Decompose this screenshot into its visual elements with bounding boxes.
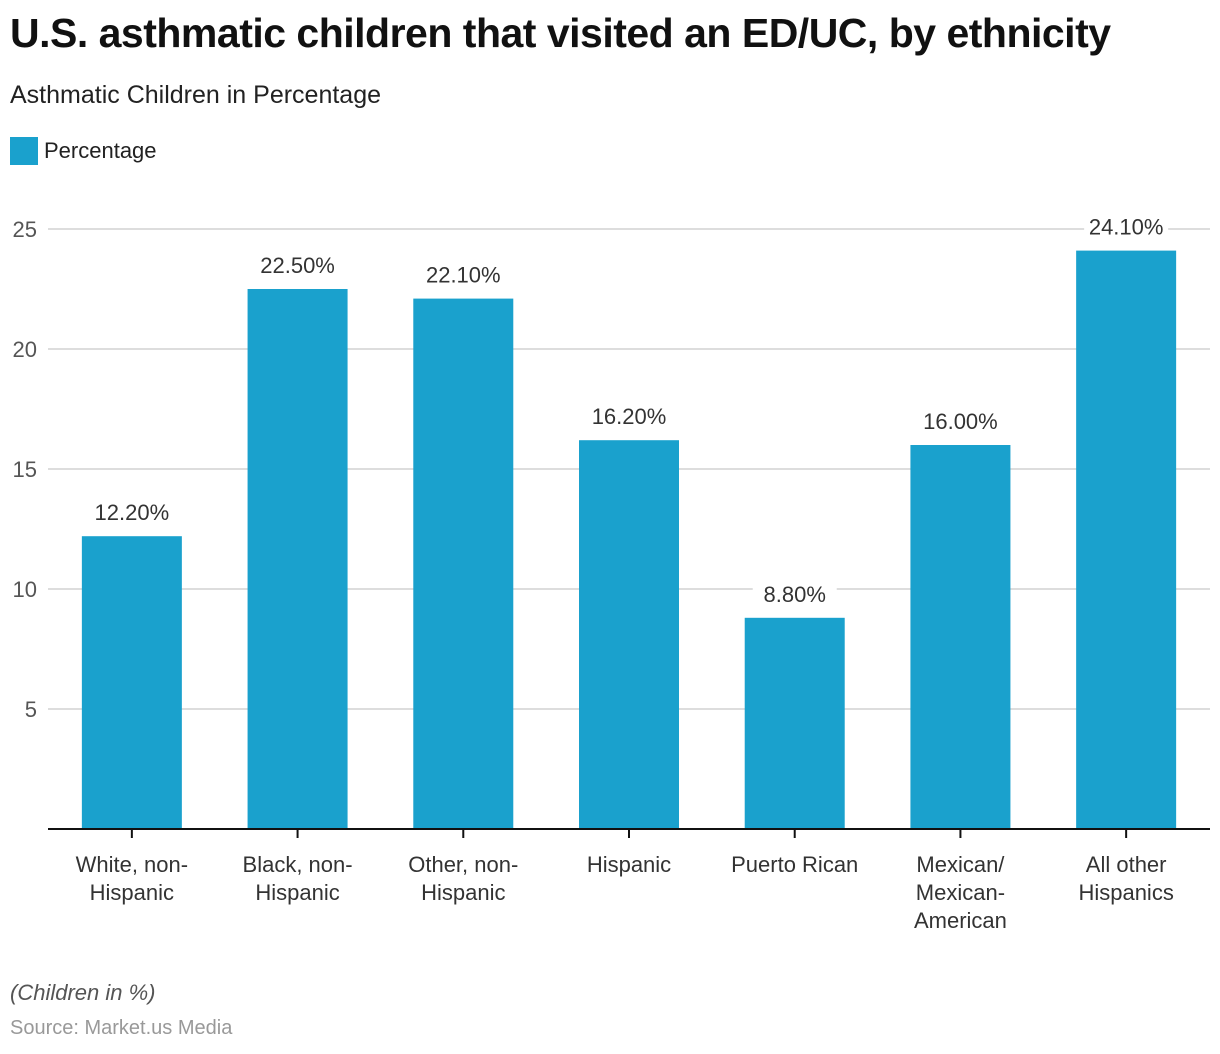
y-tick-label: 5 <box>25 697 37 722</box>
y-tick-label: 20 <box>13 337 37 362</box>
value-label-background <box>89 500 174 527</box>
value-label: 22.50% <box>260 253 335 278</box>
value-label-background <box>587 404 671 431</box>
y-axis-ticks: 5 10 15 20 25 <box>13 217 37 722</box>
x-tick-label-line: Hispanic <box>90 880 174 905</box>
x-tick-label: Other, non- Hispanic <box>408 852 518 905</box>
x-tick-label-line: Mexican/ <box>916 852 1005 877</box>
x-tick-label-line: Hispanic <box>587 852 671 877</box>
y-tick-label: 10 <box>13 577 37 602</box>
bar <box>81 536 182 829</box>
chart-title: U.S. asthmatic children that visited an … <box>10 10 1111 56</box>
value-label: 8.80% <box>764 582 826 607</box>
x-tick-label-line: Puerto Rican <box>731 852 858 877</box>
x-tick-label-line: Hispanic <box>255 880 339 905</box>
value-label-background <box>1084 214 1169 241</box>
value-label: 16.00% <box>923 409 998 434</box>
bar <box>413 298 514 830</box>
legend-label: Percentage <box>44 138 157 163</box>
x-axis <box>48 828 1210 838</box>
x-tick-label-line: Hispanic <box>421 880 505 905</box>
x-tick-label-line: White, non- <box>76 852 189 877</box>
x-tick-label-line: All other <box>1086 852 1167 877</box>
x-tick-label-line: Hispanics <box>1078 880 1173 905</box>
bar <box>1076 250 1177 830</box>
x-tick-label: White, non- Hispanic <box>76 852 189 905</box>
bars <box>81 250 1177 830</box>
source-credit: Source: Market.us Media <box>10 1017 233 1039</box>
x-tick-label-line: Black, non- <box>243 852 353 877</box>
value-label: 12.20% <box>95 500 170 525</box>
bar <box>910 445 1011 829</box>
value-label-background <box>421 262 506 289</box>
value-label: 16.20% <box>592 404 667 429</box>
y-tick-label: 25 <box>13 217 37 242</box>
bar <box>744 617 845 829</box>
x-tick-label: Puerto Rican <box>731 852 858 877</box>
x-tick-label: Hispanic <box>587 852 671 877</box>
value-label-background <box>752 581 837 608</box>
chart-subtitle: Asthmatic Children in Percentage <box>10 81 382 109</box>
x-tick-label-line: Mexican- <box>916 880 1005 905</box>
legend: Percentage <box>10 137 157 165</box>
legend-swatch <box>10 137 38 165</box>
value-label: 24.10% <box>1089 215 1164 240</box>
value-label-background <box>255 253 340 279</box>
x-tick-label: Mexican/Mexican- American <box>914 852 1007 933</box>
x-tick-label-line: American <box>914 908 1007 933</box>
value-labels: 12.20% 22.50% 22.10% 16.20% 8.80% 16.00% 24.10… <box>89 214 1169 608</box>
value-label: 22.10% <box>426 263 501 288</box>
x-tick-label: All other Hispanics <box>1078 852 1173 905</box>
y-tick-label: 15 <box>13 457 37 482</box>
footnote: (Children in %) <box>10 980 156 1005</box>
bar <box>579 440 679 829</box>
x-tick-label-line: Other, non- <box>408 852 518 877</box>
bar <box>247 289 348 829</box>
value-label-background <box>918 409 1003 435</box>
x-tick-label: Black, non- Hispanic <box>243 852 353 905</box>
